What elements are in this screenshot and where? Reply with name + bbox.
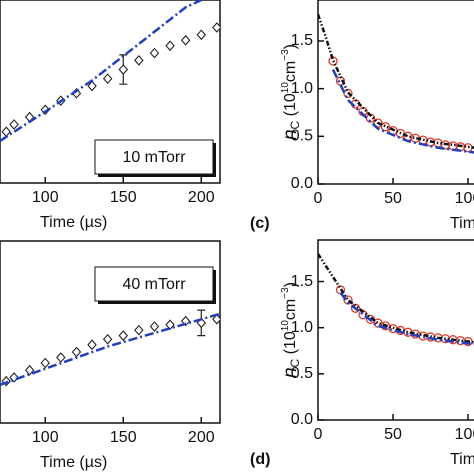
y-tick-label: 0.0 [291, 411, 313, 428]
x-tick-label: 100 [455, 190, 474, 207]
annotation-box [94, 139, 214, 175]
y-tick-label: 0.5 [291, 128, 313, 145]
y-axis-label-part: C [288, 358, 302, 367]
plot-area [0, 309, 220, 387]
y-axis-label: nC (1010cm−3) [280, 44, 303, 140]
y-axis-label-part: ) [282, 282, 299, 287]
panel: 0 50 100 0.0 0.5 1.0 1.5 Time (µs) (d) nC (1010cm… [250, 239, 474, 468]
panel-label: (d) [250, 451, 270, 468]
y-axis-label-part: −3 [280, 49, 291, 61]
data-point [1, 126, 11, 138]
panel: 0 50 100 0.0 0.5 1.0 1.5 Time (µs) (c) nC (1010cm… [250, 0, 474, 232]
data-point [102, 73, 113, 85]
y-tick-label: 0.5 [291, 365, 313, 382]
data-point [380, 122, 391, 132]
y-tick-label: 0.0 [291, 175, 313, 192]
y-axis-label-part: ) [282, 44, 299, 49]
data-point [9, 119, 19, 130]
plot-frame [317, 0, 474, 185]
x-tick-label: 150 [110, 429, 137, 446]
y-axis-label-part: cm [282, 61, 299, 82]
data-point [118, 330, 128, 341]
plot-area [0, 0, 220, 142]
plot-frame [0, 0, 221, 184]
curve [331, 69, 474, 154]
data-point [149, 47, 160, 59]
x-axis-label: Time (µs) [40, 214, 107, 231]
data-point [40, 104, 50, 116]
y-tick-label: 1.0 [291, 319, 313, 336]
plot-area [318, 253, 474, 347]
annotation-box [94, 266, 214, 302]
y-tick-label: 1.5 [291, 273, 313, 290]
data-point [165, 40, 175, 52]
data-point [56, 352, 66, 363]
x-tick-label: 0 [314, 426, 323, 443]
plot-frame [0, 240, 221, 424]
y-axis-label-part: 10 [280, 320, 291, 332]
panel: 100 150 200 Time (µs) 40 mTorr [0, 240, 221, 471]
data-point [118, 64, 128, 75]
curve [318, 253, 474, 344]
y-axis-label-part: −3 [280, 287, 291, 299]
annotation: 10 mTorr [122, 149, 186, 166]
curve [318, 13, 474, 149]
y-axis-label-part: cm [282, 299, 299, 320]
y-tick-label: 1.5 [291, 32, 313, 49]
data-point [134, 55, 144, 66]
curve [0, 312, 220, 386]
data-point [196, 29, 207, 41]
data-point [212, 22, 220, 33]
y-axis-label-part: n [280, 129, 301, 140]
data-point [102, 333, 113, 345]
data-point [149, 321, 160, 332]
x-tick-label: 100 [32, 189, 59, 206]
x-tick-label: 100 [32, 429, 59, 446]
y-axis-label-part: C [288, 120, 302, 129]
data-point [40, 357, 50, 369]
y-axis-label-part: (10 [282, 331, 299, 359]
y-axis-label-part: n [280, 367, 301, 378]
data-point [165, 319, 175, 331]
x-axis-label: Time (µs) [450, 451, 474, 468]
x-tick-label: 0 [314, 190, 323, 207]
data-point [180, 34, 191, 46]
data-point [463, 336, 473, 347]
panel: 100 150 200 Time (µs) 10 mTorr [0, 0, 221, 231]
y-tick-label: 1.0 [291, 80, 313, 97]
panel-label: (c) [250, 215, 270, 232]
data-point [1, 375, 11, 387]
y-axis-label-part: 10 [280, 82, 291, 94]
x-axis-label: Time (µs) [450, 215, 474, 232]
data-point [87, 80, 97, 92]
x-tick-label: 200 [188, 429, 215, 446]
data-point [343, 88, 353, 99]
x-axis-label: Time (µs) [40, 454, 107, 471]
x-tick-label: 100 [455, 426, 474, 443]
y-axis-label: nC (1010cm−3) [280, 282, 303, 378]
x-tick-label: 200 [188, 189, 215, 206]
data-point [24, 364, 35, 376]
data-point [212, 313, 220, 325]
annotation: 40 mTorr [122, 276, 186, 293]
data-point [87, 339, 97, 351]
curve [0, 0, 202, 142]
x-tick-label: 50 [384, 426, 402, 443]
y-axis-label-part: (10 [282, 93, 299, 121]
plot-area [318, 13, 474, 154]
data-point [134, 324, 144, 336]
x-tick-label: 150 [110, 189, 137, 206]
data-point [71, 346, 82, 358]
x-tick-label: 50 [384, 190, 402, 207]
plot-frame [317, 239, 474, 421]
